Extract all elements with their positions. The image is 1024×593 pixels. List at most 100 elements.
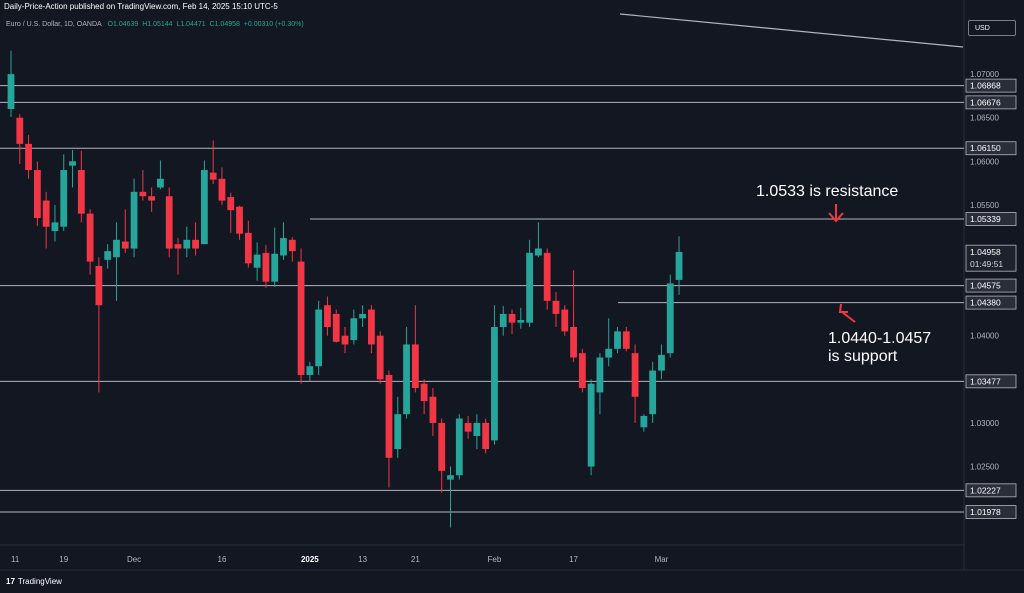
candle-45 (403, 327, 410, 419)
candle-1 (16, 114, 24, 164)
svg-text:1.06676: 1.06676 (970, 97, 1001, 107)
price-tick-label: 1.06000 (970, 157, 999, 166)
support-annotation-label: is support (828, 348, 898, 365)
candle-28 (253, 242, 261, 281)
time-tick-label: 19 (59, 555, 68, 564)
time-tick-label: Dec (127, 555, 141, 564)
time-tick-label: Mar (655, 555, 669, 564)
time-tick-label: 13 (358, 555, 367, 564)
candle-49 (438, 418, 446, 493)
support-annotation-range: 1.0440-1.0457 (828, 330, 931, 347)
time-tick-label: 16 (218, 555, 227, 564)
candle-36 (324, 296, 331, 336)
candle-56 (499, 306, 507, 336)
candle-25 (227, 192, 235, 233)
level-price-label-7: 1.02227 (965, 483, 1017, 498)
time-tick-label: 2025 (301, 555, 319, 564)
candle-19 (174, 238, 182, 275)
candle-58 (517, 307, 525, 329)
candle-27 (244, 220, 252, 268)
candle-22 (200, 160, 208, 245)
candle-53 (473, 414, 481, 450)
candle-68 (605, 318, 613, 367)
annotations: 1.0533 is resistance 1.0440-1.0457 is su… (756, 183, 931, 365)
candle-20 (183, 226, 191, 258)
level-price-label-0: 1.06868 (965, 78, 1017, 93)
candle-42 (376, 331, 384, 384)
candle-6 (60, 154, 68, 232)
time-axis-ticks: 11 19 Dec 16 2025 13 21 Feb 17 Mar (11, 555, 669, 564)
candle-73 (649, 361, 657, 423)
svg-text:1.03477: 1.03477 (970, 376, 1001, 386)
legend-open: O1.04639 (107, 21, 139, 28)
candle-24 (218, 167, 226, 205)
level-price-label-4: 1.04575 (965, 278, 1017, 293)
candle-32 (288, 237, 296, 262)
level-price-label-6: 1.03477 (965, 374, 1017, 389)
candle-54 (482, 418, 490, 454)
candle-74 (658, 344, 665, 380)
legend-low: L1.04471 (176, 21, 206, 28)
tradingview-logo-icon: 17 (6, 577, 15, 586)
candle-29 (262, 245, 270, 288)
candle-8 (77, 150, 85, 223)
price-tick-label: 1.06500 (970, 114, 999, 123)
candle-15 (139, 170, 147, 201)
legend-symbol: Euro / U.S. Dollar, 1D, OANDA (6, 21, 102, 28)
candle-33 (297, 248, 305, 384)
candle-76 (675, 236, 683, 295)
candle-2 (25, 135, 32, 179)
resistance-arrow-icon (828, 204, 844, 223)
candle-71 (631, 344, 639, 423)
candle-37 (332, 309, 340, 343)
price-axis-ticks: 1.07000 1.06500 1.06000 1.05500 1.04000 1.030… (970, 70, 999, 471)
candle-57 (508, 309, 516, 334)
price-tick-label: 1.05500 (970, 201, 999, 210)
candle-60 (535, 222, 542, 258)
candle-39 (350, 309, 358, 345)
trend-line (619, 13, 964, 48)
candle-59 (526, 239, 534, 327)
candle-26 (236, 205, 243, 240)
level-lines (0, 85, 964, 513)
currency-button[interactable]: USD (968, 20, 1016, 36)
svg-text:1.04380: 1.04380 (970, 298, 1001, 308)
level-price-label-1: 1.06676 (965, 95, 1017, 110)
tradingview-logo[interactable]: 17 TradingView (6, 577, 62, 586)
candle-40 (359, 305, 366, 327)
candle-46 (411, 305, 419, 393)
candle-51 (455, 414, 463, 480)
candle-64 (570, 270, 577, 362)
candle-3 (33, 161, 41, 226)
candle-21 (192, 222, 199, 256)
legend-high: H1.05144 (142, 21, 173, 28)
candle-34 (306, 361, 314, 382)
candle-47 (420, 379, 428, 415)
time-tick-label: 11 (11, 555, 20, 564)
candle-9 (86, 209, 94, 275)
candle-43 (385, 370, 393, 488)
candle-0 (7, 50, 15, 117)
candle-63 (561, 305, 569, 336)
current-price-label: 1.04958 01:49:51 (965, 244, 1017, 272)
candle-44 (394, 396, 402, 458)
time-tick-label: 17 (569, 555, 578, 564)
svg-text:1.04575: 1.04575 (970, 281, 1001, 291)
price-tick-label: 1.02500 (970, 463, 999, 472)
candle-31 (280, 222, 287, 260)
candle-11 (104, 244, 112, 269)
svg-text:1.05339: 1.05339 (970, 214, 1001, 224)
price-tick-label: 1.04000 (970, 332, 999, 341)
symbol-legend: Euro / U.S. Dollar, 1D, OANDA O1.04639 H… (6, 21, 304, 28)
candle-12 (113, 222, 120, 301)
level-price-label-3: 1.05339 (965, 212, 1017, 226)
candle-61 (543, 248, 551, 310)
publish-header: Daily-Price-Action published on TradingV… (4, 2, 278, 11)
legend-close: C1.04958 (209, 21, 240, 28)
candle-65 (578, 348, 586, 393)
price-tick-label: 1.03000 (970, 419, 999, 428)
candle-41 (367, 305, 375, 354)
resistance-annotation: 1.0533 is resistance (756, 183, 898, 200)
